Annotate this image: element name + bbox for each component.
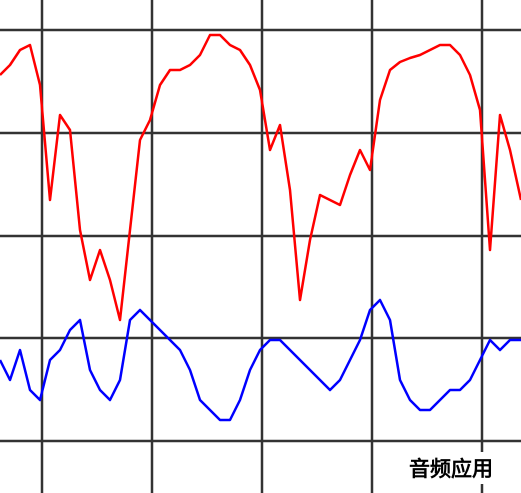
- series-line: [0, 298, 521, 422]
- series-line: [0, 33, 521, 322]
- caption: 音频应用: [409, 457, 493, 481]
- caption-background: [386, 452, 516, 484]
